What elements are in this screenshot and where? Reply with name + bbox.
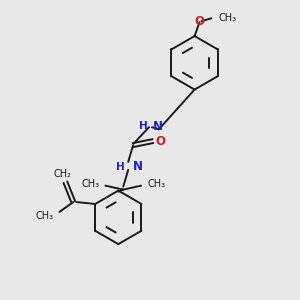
Text: CH₃: CH₃ xyxy=(81,179,100,189)
Text: H: H xyxy=(116,162,125,172)
Text: N: N xyxy=(133,160,143,173)
Text: CH₃: CH₃ xyxy=(147,179,165,189)
Text: CH₃: CH₃ xyxy=(35,211,53,221)
Text: O: O xyxy=(155,135,165,148)
Text: H: H xyxy=(139,121,148,131)
Text: CH₂: CH₂ xyxy=(53,169,71,179)
Text: O: O xyxy=(194,15,205,28)
Text: N: N xyxy=(153,120,163,133)
Text: CH₃: CH₃ xyxy=(218,13,236,23)
